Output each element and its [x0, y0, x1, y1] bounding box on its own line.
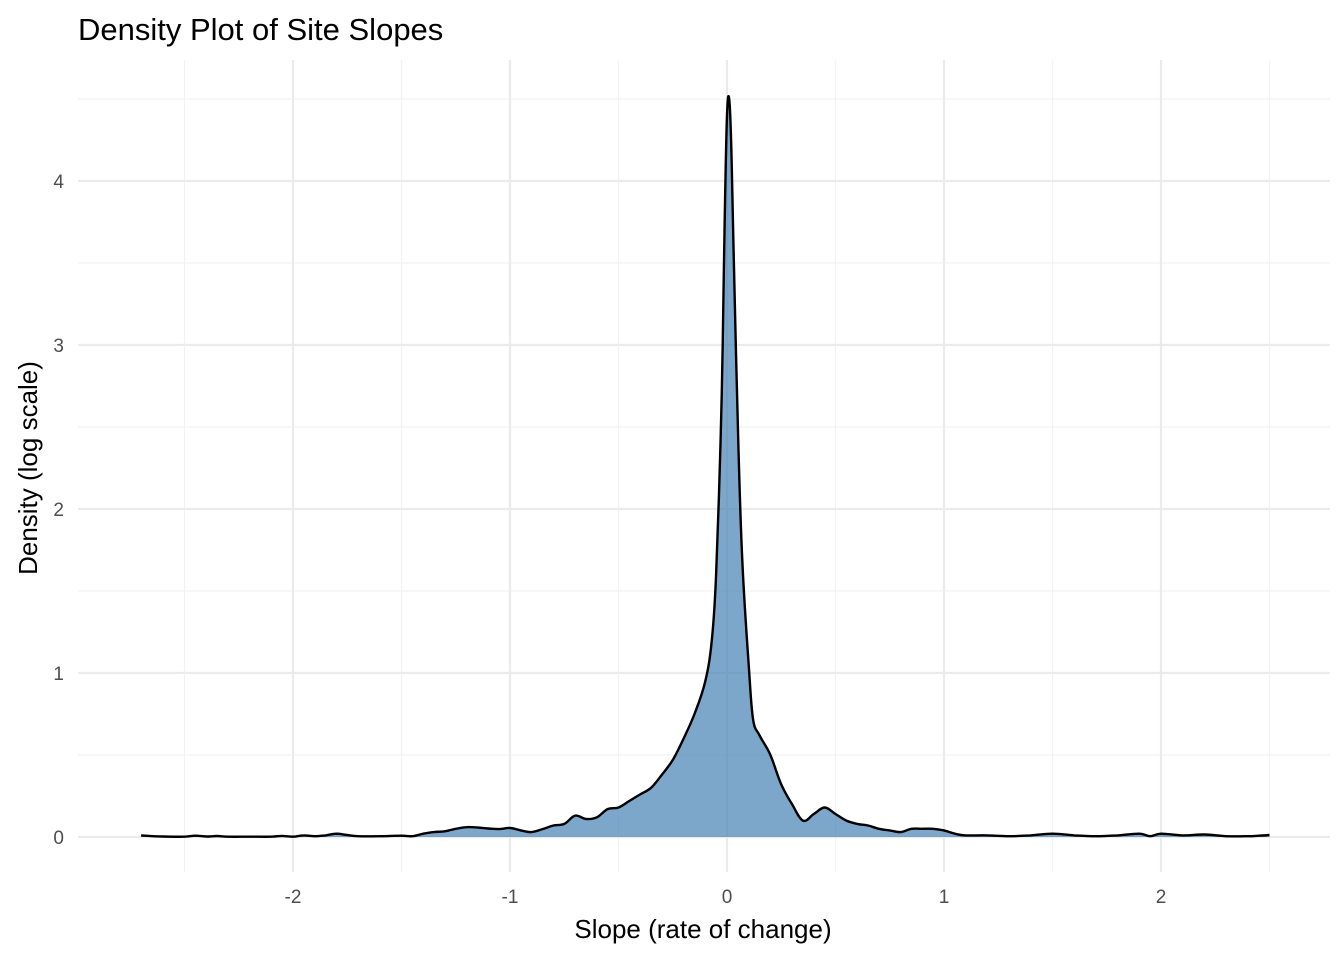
chart-title: Density Plot of Site Slopes — [78, 12, 443, 47]
x-axis-tick-labels: -2 -1 0 1 2 — [285, 887, 1167, 908]
y-tick-label: 3 — [53, 336, 64, 357]
density-series — [141, 94, 1270, 838]
y-axis-title: Density (log scale) — [13, 361, 43, 575]
y-tick-label: 0 — [53, 828, 64, 849]
y-axis-tick-labels: 0 1 2 3 4 — [53, 172, 64, 849]
y-tick-label: 2 — [53, 500, 64, 521]
x-tick-label: -1 — [502, 887, 519, 908]
density-line — [141, 94, 1270, 838]
x-tick-label: 2 — [1156, 887, 1167, 908]
x-tick-label: 1 — [939, 887, 950, 908]
x-axis-title: Slope (rate of change) — [574, 914, 831, 944]
y-tick-label: 4 — [53, 172, 64, 193]
density-area — [141, 96, 1270, 837]
minor-gridlines — [78, 60, 1330, 872]
y-tick-label: 1 — [53, 664, 64, 685]
x-tick-label: -2 — [285, 887, 302, 908]
x-tick-label: 0 — [722, 887, 733, 908]
